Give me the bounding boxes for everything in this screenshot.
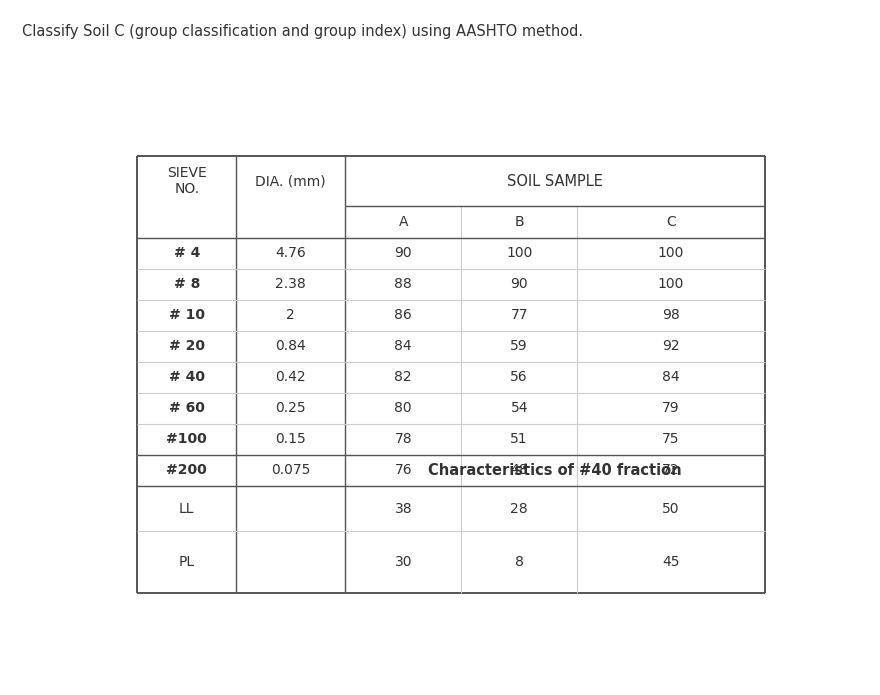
- Text: 38: 38: [394, 502, 412, 516]
- Text: #200: #200: [166, 464, 207, 477]
- Text: 0.84: 0.84: [275, 339, 306, 353]
- Text: 78: 78: [394, 432, 412, 446]
- Text: # 40: # 40: [169, 370, 205, 384]
- Text: 28: 28: [510, 502, 528, 516]
- Text: 2: 2: [286, 308, 295, 322]
- Text: 54: 54: [510, 401, 528, 415]
- Text: Characteristics of #40 fraction: Characteristics of #40 fraction: [429, 463, 682, 478]
- Text: 45: 45: [662, 555, 679, 569]
- Text: 82: 82: [394, 370, 412, 384]
- Text: 77: 77: [510, 308, 528, 322]
- Text: 48: 48: [510, 464, 528, 477]
- Text: 76: 76: [394, 464, 412, 477]
- Text: 86: 86: [394, 308, 412, 322]
- Text: 0.42: 0.42: [275, 370, 306, 384]
- Text: 88: 88: [394, 277, 412, 291]
- Text: SIEVE
NO.: SIEVE NO.: [167, 166, 207, 196]
- Text: 8: 8: [515, 555, 524, 569]
- Text: 98: 98: [662, 308, 680, 322]
- Text: 80: 80: [394, 401, 412, 415]
- Text: # 20: # 20: [169, 339, 205, 353]
- Text: B: B: [515, 215, 524, 229]
- Text: SOIL SAMPLE: SOIL SAMPLE: [507, 174, 603, 188]
- Text: 84: 84: [662, 370, 679, 384]
- Text: A: A: [399, 215, 408, 229]
- Text: #100: #100: [166, 432, 207, 446]
- Text: PL: PL: [179, 555, 194, 569]
- Text: 92: 92: [662, 339, 679, 353]
- Text: # 10: # 10: [169, 308, 205, 322]
- Text: 100: 100: [657, 277, 684, 291]
- Text: 90: 90: [510, 277, 528, 291]
- Text: 0.075: 0.075: [271, 464, 311, 477]
- Text: 0.25: 0.25: [275, 401, 306, 415]
- Text: # 60: # 60: [169, 401, 205, 415]
- Text: 90: 90: [394, 246, 412, 260]
- Text: LL: LL: [179, 502, 194, 516]
- Text: 100: 100: [506, 246, 532, 260]
- Text: 84: 84: [394, 339, 412, 353]
- Text: C: C: [666, 215, 676, 229]
- Text: 72: 72: [662, 464, 679, 477]
- Text: 0.15: 0.15: [275, 432, 306, 446]
- Text: 2.38: 2.38: [275, 277, 306, 291]
- Text: 100: 100: [657, 246, 684, 260]
- Text: 75: 75: [662, 432, 679, 446]
- Text: Classify Soil C (group classification and group index) using AASHTO method.: Classify Soil C (group classification an…: [22, 24, 583, 40]
- Text: 4.76: 4.76: [275, 246, 306, 260]
- Text: 79: 79: [662, 401, 679, 415]
- Text: 30: 30: [394, 555, 412, 569]
- Text: # 4: # 4: [173, 246, 200, 260]
- Text: 56: 56: [510, 370, 528, 384]
- Text: 59: 59: [510, 339, 528, 353]
- Text: # 8: # 8: [173, 277, 200, 291]
- Text: DIA. (mm): DIA. (mm): [255, 174, 326, 188]
- Text: 50: 50: [662, 502, 679, 516]
- Text: 51: 51: [510, 432, 528, 446]
